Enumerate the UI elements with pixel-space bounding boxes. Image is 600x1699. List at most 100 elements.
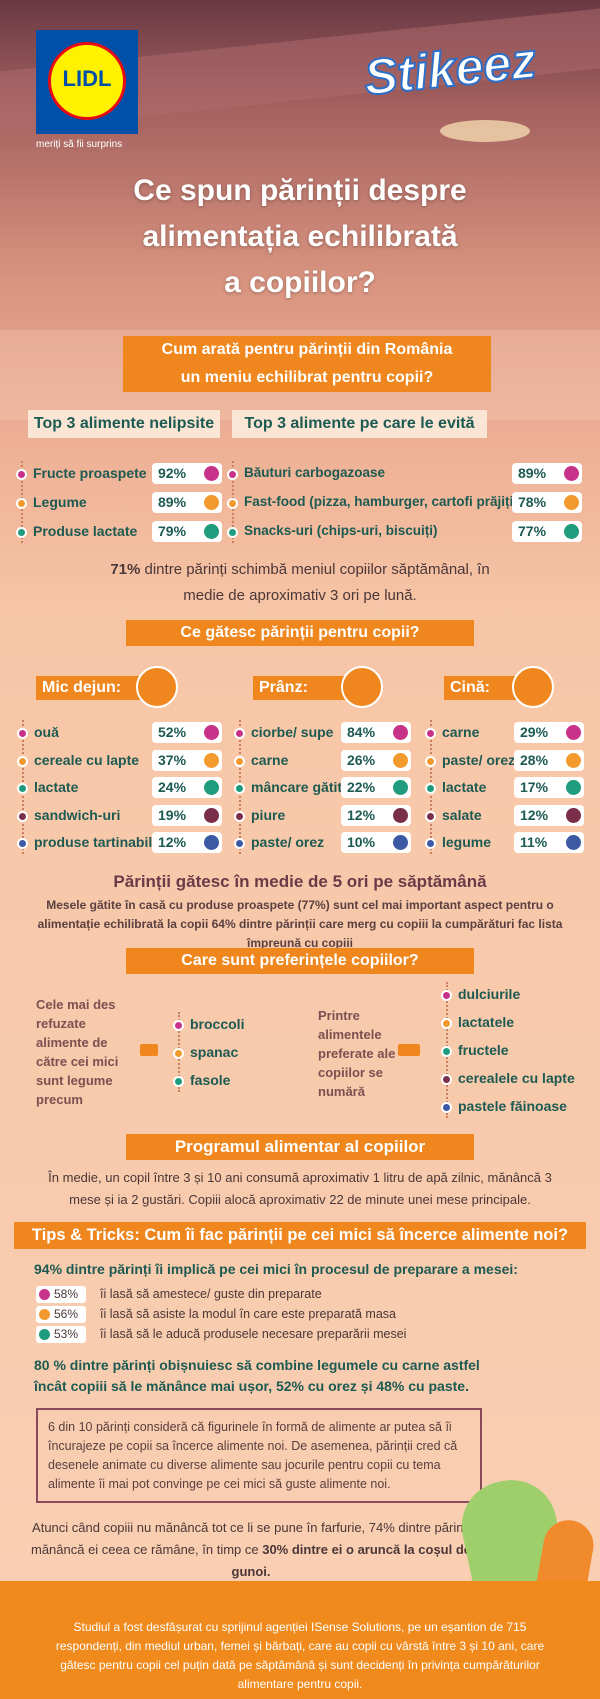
percent: 84%	[347, 724, 376, 740]
tips-intro: 94% dintre părinți îi implică pe cei mic…	[34, 1261, 518, 1277]
percent-pill: 84%	[341, 722, 411, 743]
percent: 52%	[158, 724, 187, 740]
tip-label: îi lasă să asiste la modul în care este …	[100, 1307, 396, 1321]
bullet	[441, 1018, 452, 1029]
item-label: Legume	[33, 494, 87, 510]
percent-pill: 10%	[341, 832, 411, 853]
bullet	[17, 810, 28, 822]
percent: 29%	[520, 724, 549, 740]
item-label: fructele	[458, 1042, 509, 1058]
tip-label: îi lasă să le aducă produsele necesare p…	[100, 1327, 407, 1341]
title-line: alimentația echilibrată	[142, 220, 458, 253]
percent: 11%	[520, 834, 548, 850]
item-label: carne	[251, 751, 289, 768]
icon	[204, 752, 219, 768]
percent: 79%	[158, 523, 187, 539]
bullet	[16, 527, 27, 538]
percent: 17%	[520, 779, 549, 795]
item-label: ciorbe/ supe	[251, 724, 334, 740]
percent-pill: 37%	[152, 749, 222, 771]
item-label: paste/ orez	[251, 834, 325, 850]
item-label: lactatele	[458, 1014, 515, 1030]
percent: 56%	[54, 1307, 79, 1321]
percent: 12%	[520, 806, 549, 823]
percent-pill: 56%	[36, 1306, 86, 1323]
column-title: Top 3 alimente nelipsite	[28, 410, 220, 438]
heading-line: Cum arată pentru părinții din România	[161, 341, 453, 358]
item-label: Fructe proaspete	[33, 465, 147, 481]
icon	[566, 835, 581, 850]
meal-icon	[341, 666, 383, 708]
item-label: ouă	[34, 724, 59, 740]
title-line: a copiilor?	[224, 266, 376, 299]
icon	[393, 835, 408, 850]
arrow	[398, 1044, 420, 1056]
percent: 19%	[158, 806, 187, 823]
scene-lamp	[440, 120, 530, 142]
percent: 92%	[158, 465, 187, 481]
item-label: legume	[442, 834, 492, 850]
leftovers: Atunci când copiii nu mănâncă tot ce li …	[26, 1517, 476, 1583]
icon	[566, 807, 581, 823]
item-label: dulciurile	[458, 986, 521, 1002]
percent-pill: 26%	[341, 749, 411, 771]
bullet	[234, 783, 245, 794]
icon	[204, 495, 219, 510]
icon	[204, 835, 219, 850]
percent-pill: 28%	[514, 749, 584, 771]
item-label: salate	[442, 806, 482, 823]
item-label: lactate	[34, 779, 79, 795]
icon	[566, 780, 581, 795]
icon	[393, 725, 408, 740]
liked-text: Printre alimentele preferate ale copiilo…	[318, 1008, 396, 1099]
cooking-heading: Ce gătesc părinții pentru copii?	[126, 620, 474, 646]
percent: 58%	[54, 1287, 79, 1301]
item-label: broccoli	[190, 1016, 245, 1032]
icon	[566, 725, 581, 740]
percent-pill: 89%	[152, 492, 222, 513]
tagline: meriți să fii surprins	[36, 139, 123, 150]
leftovers-bold: 30% dintre ei o aruncă la coșul de gunoi…	[231, 1542, 472, 1579]
percent-pill: 22%	[341, 777, 411, 798]
preferences-heading: Care sunt preferințele copiilor?	[126, 948, 474, 974]
percent: 28%	[520, 751, 549, 768]
stat-highlight: 71%	[110, 561, 141, 578]
percent-pill: 77%	[512, 521, 582, 542]
item-label: spanac	[190, 1044, 239, 1060]
item-label: sandwich-uri	[34, 806, 121, 823]
bullet	[441, 990, 452, 1001]
item-label: piure	[251, 806, 286, 823]
arrow	[140, 1044, 158, 1056]
percent: 89%	[518, 465, 547, 481]
percent-pill: 19%	[152, 804, 222, 826]
bullet	[17, 838, 28, 849]
percent-pill: 52%	[152, 722, 222, 743]
icon	[393, 780, 408, 795]
icon	[393, 807, 408, 823]
footer-band	[0, 1581, 600, 1699]
percent-pill: 24%	[152, 777, 222, 798]
bullet	[234, 810, 245, 822]
icon	[204, 524, 219, 539]
icon	[393, 752, 408, 768]
item-label: lactate	[442, 779, 487, 795]
item-label: cereale cu lapte	[34, 751, 140, 768]
percent-pill: 79%	[152, 521, 222, 542]
bullet	[17, 755, 28, 767]
item-label: Băuturi carbogazoase	[244, 465, 386, 480]
percent-pill: 12%	[341, 804, 411, 826]
percent: 10%	[347, 834, 376, 850]
icon	[204, 466, 219, 481]
tips-box: 6 din 10 părinți consideră că figurinele…	[36, 1408, 482, 1503]
percent-pill: 92%	[152, 463, 222, 484]
bullet	[234, 838, 245, 849]
percent: 77%	[518, 523, 547, 539]
bullet	[234, 728, 245, 739]
bullet	[173, 1048, 184, 1059]
schedule-text: În medie, un copil între 3 și 10 ani con…	[48, 1170, 552, 1207]
bullet	[441, 1074, 452, 1085]
percent: 37%	[158, 751, 187, 768]
bullet	[425, 728, 436, 739]
item-label: cerealele cu lapte	[458, 1070, 575, 1086]
percent-pill: 58%	[36, 1286, 86, 1303]
